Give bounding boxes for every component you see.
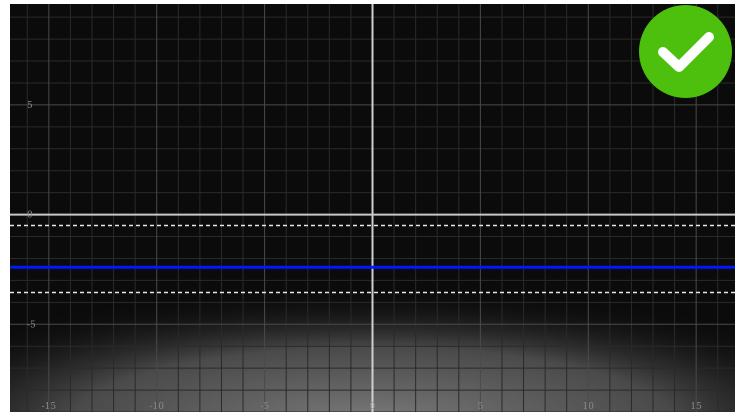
y-tick-label: 5 xyxy=(27,101,33,111)
plot-svg: -15 -10 -5 0 5 10 15 5 0 -5 xyxy=(10,4,735,412)
checkmark-icon xyxy=(657,31,714,72)
series-layer xyxy=(10,213,735,294)
y-tick-label: -5 xyxy=(27,320,36,330)
grid-minor xyxy=(10,4,735,412)
success-badge xyxy=(639,5,732,98)
x-tick-label: 0 xyxy=(370,402,376,412)
graph-canvas: -15 -10 -5 0 5 10 15 5 0 -5 xyxy=(10,4,735,412)
y-tick-label: 0 xyxy=(27,211,33,221)
x-tick-label: 15 xyxy=(690,402,702,412)
x-tick-label: -10 xyxy=(149,402,164,412)
x-tick-label: -5 xyxy=(260,402,269,412)
x-tick-label: 10 xyxy=(583,402,595,412)
x-tick-label: -15 xyxy=(42,402,57,412)
x-tick-label: 5 xyxy=(478,402,484,412)
tick-labels: -15 -10 -5 0 5 10 15 5 0 -5 xyxy=(27,101,702,412)
